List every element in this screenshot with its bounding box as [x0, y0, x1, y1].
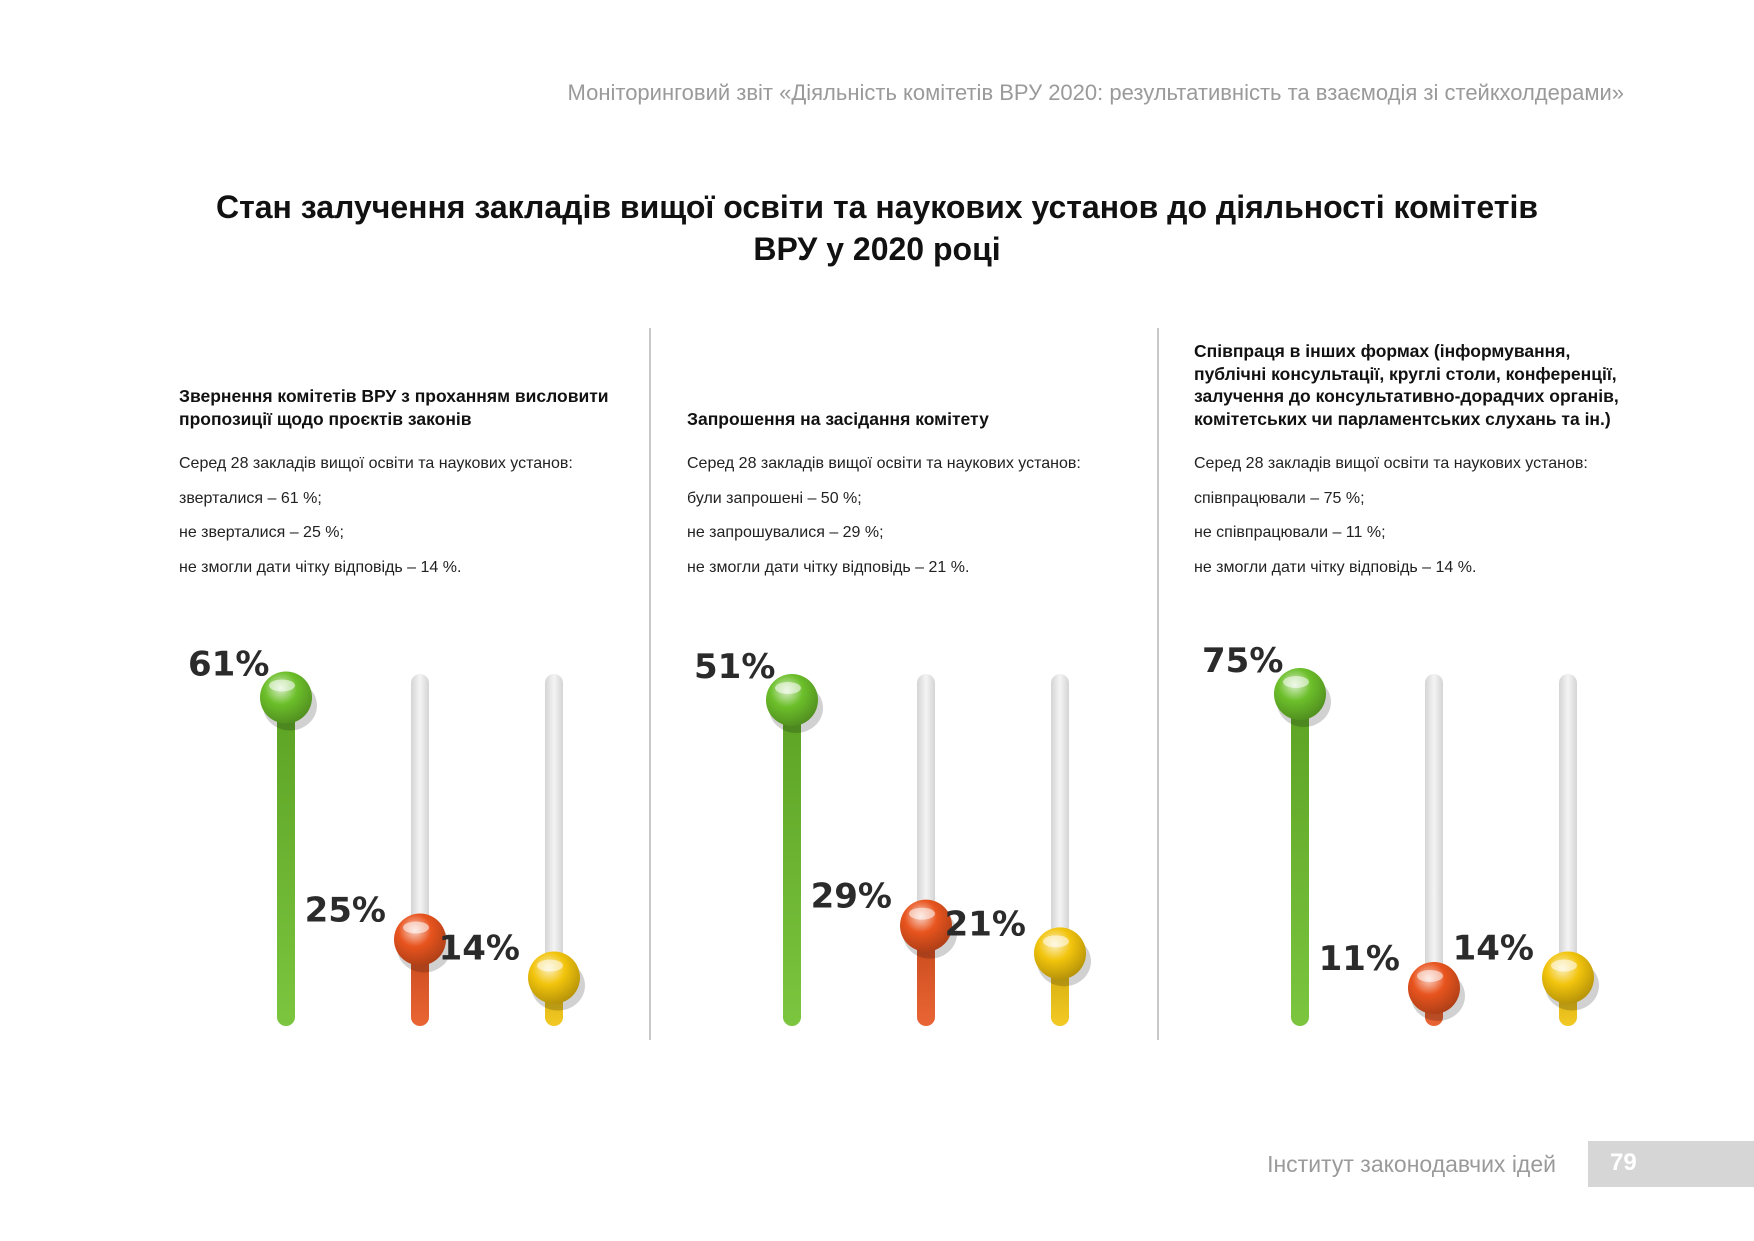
- stats-line: співпрацювали – 75 %;: [1194, 489, 1365, 507]
- stats-line: не співпрацювали – 11 %;: [1194, 524, 1386, 541]
- page-number: 79: [1610, 1149, 1637, 1176]
- bar-fill: [783, 700, 801, 1026]
- bar-value-label: 29%: [811, 877, 892, 917]
- heading-line: залучення до консультативно-дорадчих орг…: [1194, 386, 1619, 406]
- column-heading: Запрошення на засідання комітету: [687, 330, 1127, 430]
- bar-value-label: 14%: [1453, 929, 1534, 969]
- heading-line: комітетських чи парламентських слухань т…: [1194, 408, 1611, 429]
- column-stats: Серед 28 закладів вищої освіти та науков…: [179, 454, 619, 592]
- column-heading: Співпраця в інших формах (інформування, …: [1194, 330, 1654, 430]
- stats-line: були запрошені – 50 %;: [687, 489, 862, 507]
- heading-line: Запрошення на засідання комітету: [687, 408, 989, 429]
- heading-line: Співпраця в інших формах (інформування,: [1194, 341, 1571, 361]
- stats-intro: Серед 28 закладів вищої освіти та науков…: [179, 455, 573, 472]
- bar-value-label: 61%: [188, 645, 269, 685]
- footer-org-name: Інститут законодавчих ідей: [1267, 1151, 1556, 1177]
- bar-group-2: 14%: [439, 674, 585, 1026]
- chart-requests: 61% 25% 14%: [188, 645, 585, 1026]
- heading-line: пропозиції щодо проєктів законів: [179, 408, 472, 429]
- bar-value-label: 75%: [1202, 641, 1283, 681]
- chart-invitations: 51% 29% 21%: [694, 647, 1091, 1026]
- page-title-line-1: Стан залучення закладів вищої освіти та …: [215, 189, 1539, 225]
- heading-line: Звернення комітетів ВРУ з проханням висл…: [179, 386, 609, 406]
- stats-line: не змогли дати чітку відповідь – 21 %.: [687, 558, 970, 576]
- stats-intro: Серед 28 закладів вищої освіти та науков…: [687, 455, 1081, 472]
- bar-value-label: 51%: [694, 647, 775, 687]
- column-invitations: Запрошення на засідання комітету Серед 2…: [687, 330, 1127, 592]
- bar-track: [1559, 674, 1577, 1026]
- bar-group-2: 21%: [945, 674, 1091, 1026]
- page-title-line-2: ВРУ у 2020 році: [753, 231, 1001, 267]
- bar-value-label: 21%: [945, 904, 1026, 944]
- page-title: Стан залучення закладів вищої освіти та …: [200, 186, 1554, 270]
- column-stats: Серед 28 закладів вищої освіти та науков…: [1194, 454, 1654, 592]
- column-divider-1: [649, 328, 651, 1040]
- bar-knob: [1408, 961, 1460, 1014]
- bar-track: [545, 674, 563, 1026]
- column-stats: Серед 28 закладів вищої освіти та науков…: [687, 454, 1127, 592]
- stats-line: зверталися – 61 %;: [179, 489, 322, 507]
- chart-cooperation: 75% 11% 14%: [1202, 641, 1599, 1026]
- report-title: Моніторинговий звіт «Діяльність комітеті…: [567, 80, 1624, 105]
- stats-line: не запрошувалися – 29 %;: [687, 524, 884, 541]
- bar-knob: [1542, 951, 1594, 1004]
- column-cooperation: Співпраця в інших формах (інформування, …: [1194, 330, 1654, 592]
- bar-group-1: 25%: [305, 674, 451, 1026]
- bar-track: [1425, 674, 1443, 1026]
- bar-group-1: 11%: [1319, 674, 1465, 1026]
- bar-group-1: 29%: [811, 674, 957, 1026]
- column-requests: Звернення комітетів ВРУ з проханням висл…: [179, 330, 619, 592]
- stats-line: не змогли дати чітку відповідь – 14 %.: [179, 558, 462, 576]
- bar-group-2: 14%: [1453, 674, 1599, 1026]
- column-heading: Звернення комітетів ВРУ з проханням висл…: [179, 330, 619, 430]
- bar-fill: [1291, 694, 1309, 1026]
- stats-line: не змогли дати чітку відповідь – 14 %.: [1194, 558, 1477, 576]
- bar-fill: [277, 697, 295, 1026]
- bar-value-label: 25%: [305, 891, 386, 931]
- bar-value-label: 14%: [439, 929, 520, 969]
- bar-value-label: 11%: [1319, 939, 1400, 979]
- column-divider-2: [1157, 328, 1159, 1040]
- bar-group-0: 61%: [188, 645, 317, 1026]
- bar-knob: [528, 951, 580, 1004]
- heading-line: публічні консультації, круглі столи, кон…: [1194, 363, 1617, 384]
- bar-knob: [1034, 927, 1086, 980]
- page-number-box: 79: [1588, 1141, 1754, 1187]
- stats-line: не зверталися – 25 %;: [179, 524, 344, 541]
- bar-group-0: 51%: [694, 647, 823, 1026]
- bar-group-0: 75%: [1202, 641, 1331, 1026]
- stats-intro: Серед 28 закладів вищої освіти та науков…: [1194, 455, 1588, 472]
